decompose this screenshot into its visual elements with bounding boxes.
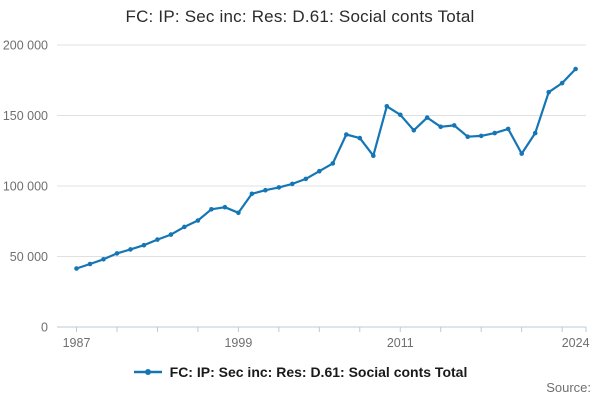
y-axis-label: 0: [41, 321, 48, 335]
data-point[interactable]: [168, 232, 174, 237]
data-point[interactable]: [290, 181, 295, 187]
data-point[interactable]: [546, 89, 551, 95]
data-point[interactable]: [236, 210, 241, 216]
data-point[interactable]: [357, 135, 363, 141]
chart-title: FC: IP: Sec inc: Res: D.61: Social conts…: [125, 7, 475, 26]
legend-item[interactable]: FC: IP: Sec inc: Res: D.61: Social conts…: [0, 362, 600, 382]
data-point[interactable]: [519, 151, 524, 156]
data-point[interactable]: [276, 185, 282, 190]
data-point[interactable]: [182, 224, 187, 230]
data-point[interactable]: [465, 134, 471, 139]
data-point[interactable]: [371, 153, 376, 158]
data-point[interactable]: [398, 112, 403, 118]
data-point[interactable]: [384, 104, 390, 109]
data-point[interactable]: [424, 115, 430, 120]
legend-label: FC: IP: Sec inc: Res: D.61: Social conts…: [169, 364, 468, 380]
x-axis-label: 2011: [387, 336, 414, 350]
data-point[interactable]: [222, 204, 228, 210]
data-point[interactable]: [411, 128, 417, 133]
data-point[interactable]: [101, 257, 106, 262]
x-axis-label: 1987: [63, 336, 91, 350]
data-point[interactable]: [263, 187, 268, 193]
x-axis-label: 2024: [562, 336, 590, 350]
data-point[interactable]: [195, 218, 201, 223]
y-axis-label: 200 000: [3, 39, 48, 53]
data-point[interactable]: [155, 237, 160, 242]
data-point[interactable]: [303, 176, 309, 182]
data-point[interactable]: [209, 207, 214, 212]
data-point[interactable]: [532, 130, 538, 136]
data-point[interactable]: [573, 66, 578, 72]
data-point[interactable]: [114, 251, 120, 256]
data-point[interactable]: [317, 168, 322, 174]
y-axis-label: 50 000: [10, 250, 48, 264]
series-line: [75, 67, 577, 270]
data-point[interactable]: [330, 161, 336, 166]
x-axis-label: 1999: [224, 336, 252, 350]
data-point[interactable]: [141, 242, 147, 248]
data-point[interactable]: [559, 80, 565, 86]
data-point[interactable]: [128, 247, 133, 252]
data-point[interactable]: [74, 266, 79, 271]
data-point[interactable]: [249, 191, 255, 197]
data-point[interactable]: [478, 133, 484, 139]
y-axis-label: 150 000: [3, 109, 48, 123]
data-point[interactable]: [344, 132, 349, 137]
data-point[interactable]: [505, 126, 511, 132]
data-point[interactable]: [87, 261, 93, 267]
data-point[interactable]: [438, 124, 444, 130]
y-axis-label: 100 000: [3, 180, 48, 194]
source-label: Source:: [546, 380, 591, 395]
legend-line-marker-icon: [133, 369, 162, 375]
data-point[interactable]: [451, 123, 457, 128]
data-point[interactable]: [492, 130, 498, 136]
